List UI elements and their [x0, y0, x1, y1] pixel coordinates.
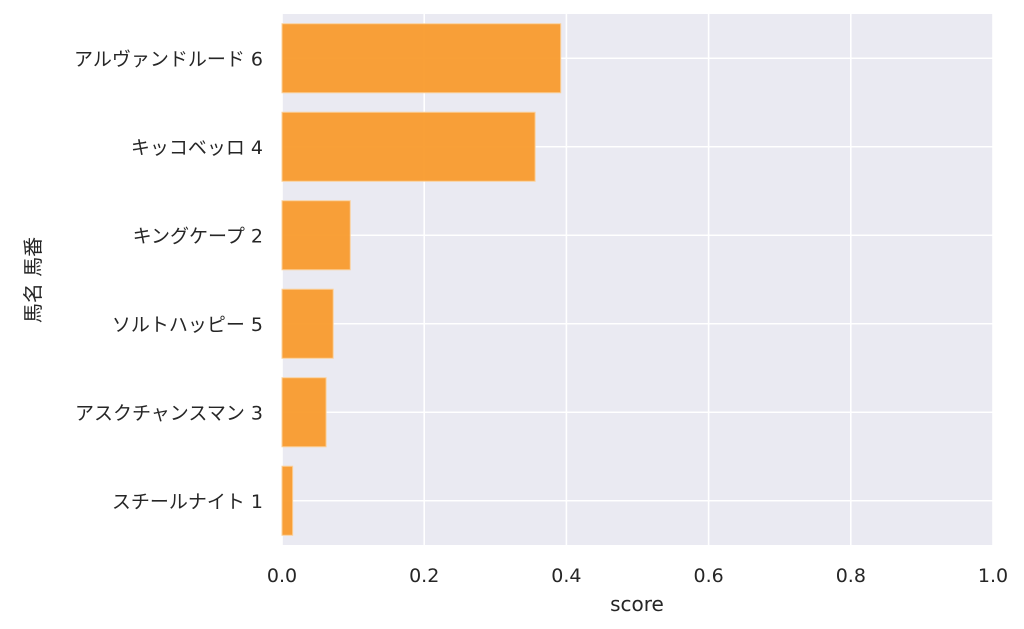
x-tick-label: 0.8: [836, 565, 866, 587]
plot-area: [282, 14, 993, 545]
x-tick-label: 0.2: [409, 565, 439, 587]
bar: [281, 111, 536, 182]
y-axis-label: 馬名 馬番: [21, 237, 45, 323]
bar: [281, 288, 334, 359]
y-tick-label: アルヴァンドルード 6: [74, 48, 263, 70]
x-tick-label: 0.4: [551, 565, 581, 587]
y-tick-labels: アルヴァンドルード 6 キッコベッロ 4 キングケープ 2 ソルトハッピー 5 アスクチ…: [74, 48, 263, 513]
y-tick-label: キングケープ 2: [133, 225, 263, 247]
x-tick-label: 0.0: [267, 565, 297, 587]
x-tick-label: 1.0: [978, 565, 1008, 587]
bar: [281, 465, 294, 536]
x-tick-labels: 0.0 0.2 0.4 0.6 0.8 1.0: [267, 565, 1008, 587]
bar: [281, 23, 562, 94]
y-tick-label: アスクチャンスマン 3: [75, 402, 263, 424]
x-tick-label: 0.6: [693, 565, 723, 587]
x-axis-label: score: [610, 592, 664, 616]
bars: [281, 23, 562, 536]
y-tick-label: スチールナイト 1: [112, 491, 263, 513]
y-tick-label: ソルトハッピー 5: [112, 314, 263, 336]
bar: [281, 377, 327, 448]
bar: [281, 200, 351, 271]
y-tick-label: キッコベッロ 4: [131, 137, 263, 159]
